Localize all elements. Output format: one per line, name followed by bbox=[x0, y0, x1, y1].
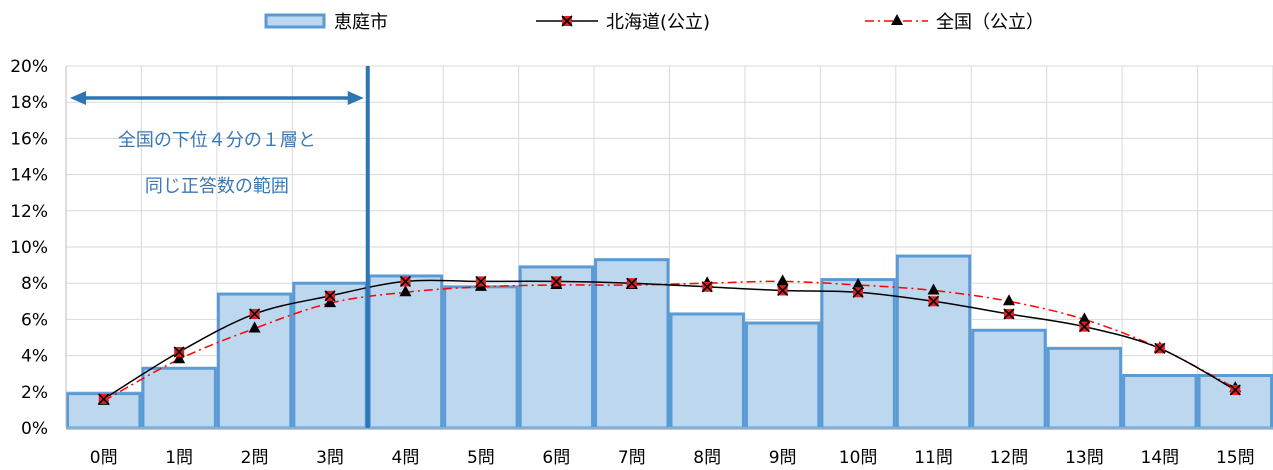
series-line-hokkaido bbox=[103, 279, 1236, 400]
marker-x bbox=[550, 275, 562, 287]
y-tick-label: 18% bbox=[10, 93, 48, 113]
bar bbox=[1046, 346, 1123, 430]
y-tick-label: 2% bbox=[21, 383, 48, 403]
x-tick-label: 3問 bbox=[316, 448, 344, 468]
marker-x bbox=[249, 308, 261, 320]
axes: 0% 2% 4% 6% 8% 10% 12% 14% 16% 18% 20% 0問 1問 2問 3問 4問 5問… bbox=[10, 57, 1273, 468]
marker-x bbox=[98, 393, 110, 405]
marker-x bbox=[1078, 321, 1090, 333]
marker-triangle bbox=[852, 278, 865, 290]
marker-x bbox=[1003, 308, 1015, 320]
range-arrow-left-head bbox=[70, 91, 86, 105]
marker-triangle bbox=[891, 14, 903, 25]
x-tick-label: 9問 bbox=[769, 448, 797, 468]
marker-triangle bbox=[173, 352, 186, 364]
x-tick-label: 11問 bbox=[914, 448, 953, 468]
x-tick-label: 0問 bbox=[90, 448, 118, 468]
marker-triangle bbox=[399, 285, 412, 297]
x-tick-label: 4問 bbox=[392, 448, 420, 468]
marker-x bbox=[1229, 384, 1241, 396]
marker-x bbox=[852, 286, 864, 298]
marker-x bbox=[626, 277, 638, 289]
annotation-text: 全国の下位４分の１層と bbox=[118, 130, 316, 151]
y-tick-label: 10% bbox=[10, 238, 48, 258]
x-tick-label: 8問 bbox=[693, 448, 721, 468]
y-tick-label: 14% bbox=[10, 166, 48, 186]
bar bbox=[895, 254, 972, 430]
x-tick-label: 7問 bbox=[618, 448, 646, 468]
legend-label: 北海道(公立) bbox=[606, 12, 710, 33]
y-tick-label: 4% bbox=[21, 347, 48, 367]
x-tick-label: 6問 bbox=[542, 448, 570, 468]
marker-x bbox=[399, 275, 412, 287]
bar bbox=[518, 265, 595, 430]
marker-x bbox=[561, 15, 573, 27]
bar bbox=[669, 312, 745, 430]
y-tick-label: 8% bbox=[21, 274, 48, 294]
bar bbox=[141, 366, 217, 430]
marker-triangle bbox=[1002, 294, 1015, 306]
bar bbox=[820, 278, 896, 430]
marker-x bbox=[701, 281, 713, 293]
marker-triangle bbox=[324, 296, 337, 308]
x-tick-label: 12問 bbox=[990, 448, 1029, 468]
bar bbox=[443, 285, 519, 430]
marker-x bbox=[173, 346, 185, 358]
bar bbox=[1122, 374, 1198, 430]
y-tick-label: 16% bbox=[10, 129, 48, 149]
bar-series bbox=[66, 254, 1273, 430]
x-tick-label: 1問 bbox=[165, 448, 193, 468]
range-arrow-right-head bbox=[347, 91, 364, 105]
legend-label: 恵庭市 bbox=[334, 12, 388, 33]
y-tick-label: 20% bbox=[10, 57, 48, 77]
marker-x bbox=[927, 295, 940, 307]
x-tick-label: 15問 bbox=[1216, 448, 1255, 468]
x-tick-label: 13問 bbox=[1065, 448, 1104, 468]
x-tick-label: 14問 bbox=[1141, 448, 1180, 468]
line-series bbox=[97, 274, 1242, 405]
bar bbox=[367, 274, 444, 430]
legend-label: 全国（公立） bbox=[936, 12, 1044, 33]
marker-x bbox=[475, 275, 487, 287]
marker-x bbox=[324, 290, 336, 302]
marker-triangle bbox=[776, 274, 789, 286]
legend-swatch-bar bbox=[264, 13, 326, 29]
y-tick-label: 12% bbox=[10, 202, 48, 222]
marker-x bbox=[1154, 342, 1166, 354]
annotation-text: 同じ正答数の範囲 bbox=[145, 176, 289, 197]
bar bbox=[971, 328, 1047, 430]
bar bbox=[744, 321, 821, 430]
marker-triangle bbox=[248, 321, 261, 333]
marker-x bbox=[777, 284, 789, 297]
legend: 恵庭市 北海道(公立) 全国（公立） bbox=[264, 12, 1044, 33]
y-tick-label: 0% bbox=[21, 419, 48, 439]
x-tick-label: 5問 bbox=[467, 448, 495, 468]
y-tick-label: 6% bbox=[21, 310, 48, 330]
x-tick-label: 2問 bbox=[241, 448, 269, 468]
x-tick-label: 10問 bbox=[839, 448, 878, 468]
marker-triangle bbox=[927, 283, 940, 295]
marker-triangle bbox=[1078, 312, 1091, 324]
